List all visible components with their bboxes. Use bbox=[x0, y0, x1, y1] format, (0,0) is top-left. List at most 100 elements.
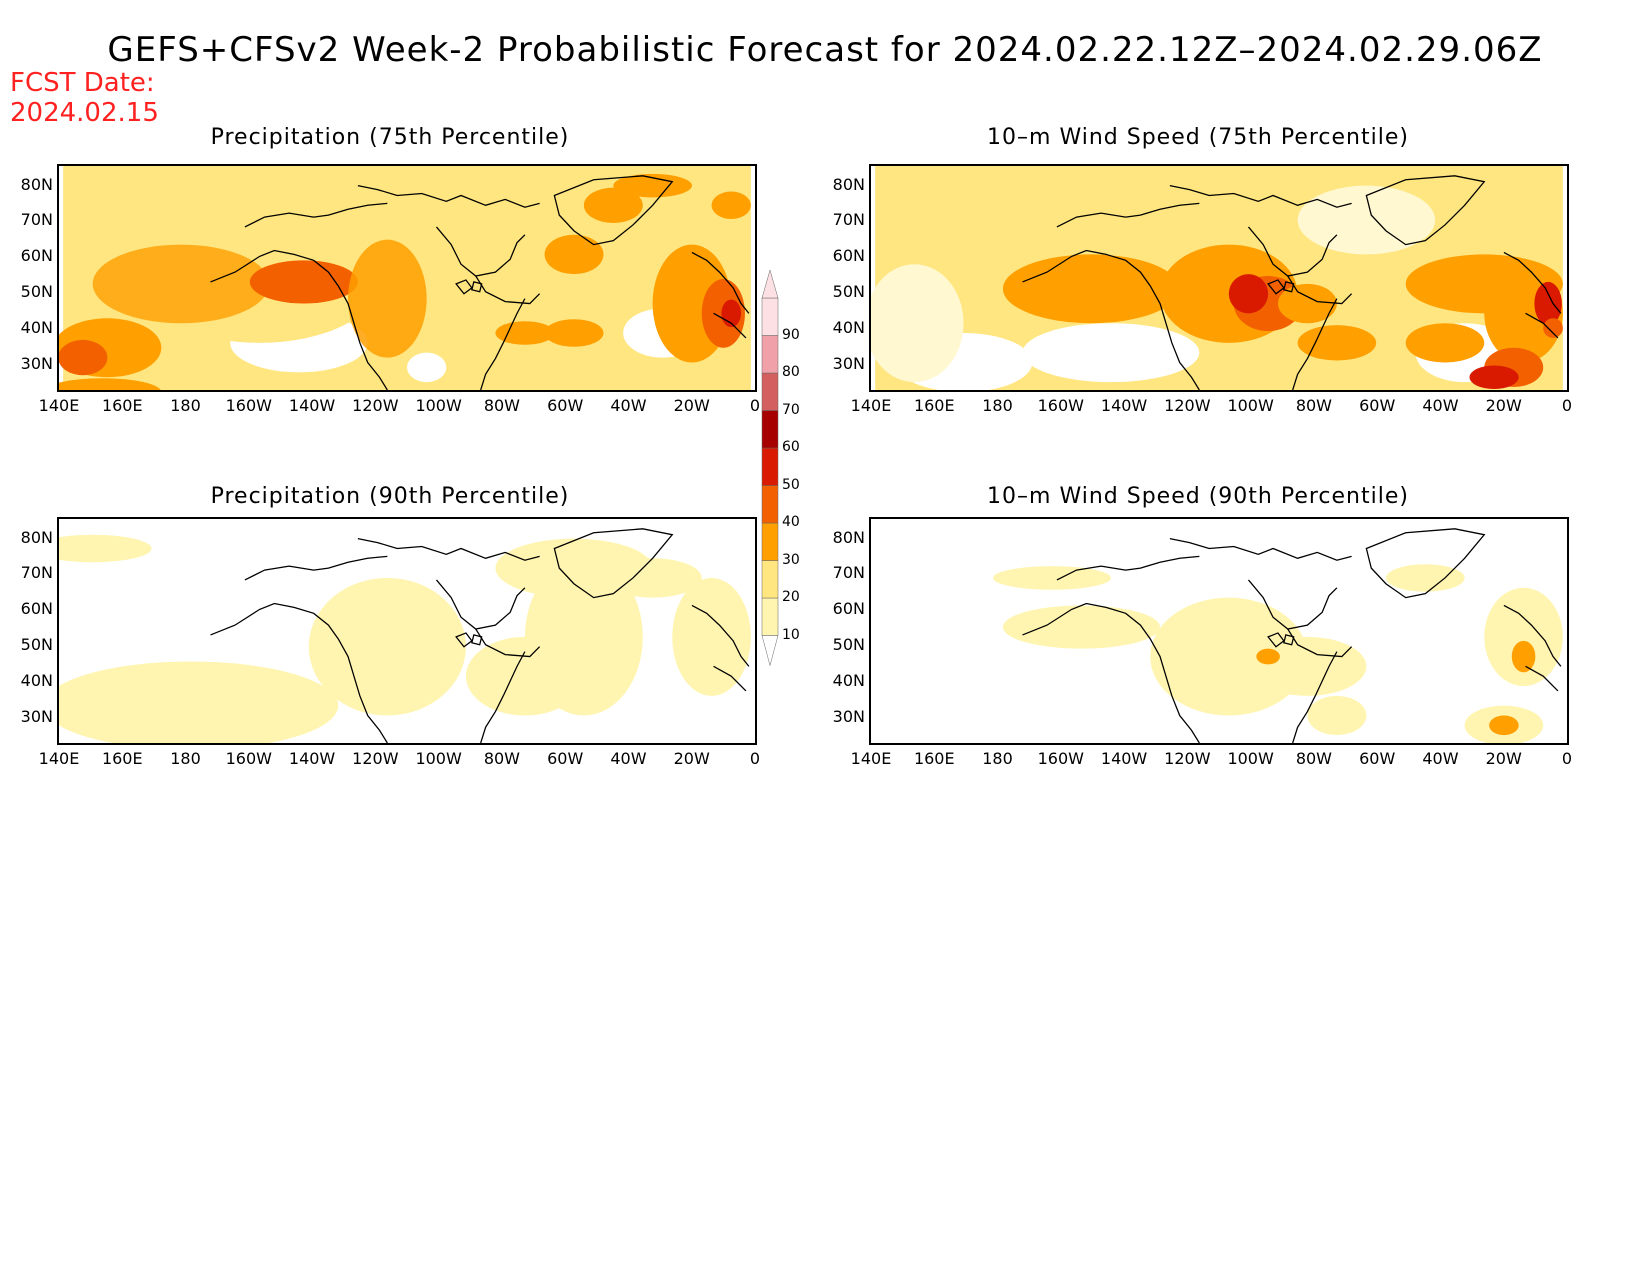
probability-shading bbox=[92, 244, 270, 324]
probability-shading bbox=[1228, 274, 1269, 314]
probability-shading bbox=[1297, 325, 1377, 361]
fcst-date-label: FCST Date: bbox=[10, 68, 155, 98]
colorbar-tick-label: 90 bbox=[782, 326, 800, 343]
colorbar-tick-label: 40 bbox=[782, 514, 800, 530]
probability-shading bbox=[122, 731, 201, 743]
colorbar-segment bbox=[761, 410, 779, 449]
map-wind-90 bbox=[869, 517, 1569, 745]
map-canvas bbox=[59, 166, 751, 390]
lat-tick-label: 30N bbox=[832, 354, 865, 373]
fcst-date-value: 2024.02.15 bbox=[10, 98, 159, 128]
lon-tick-label: 160W bbox=[1037, 396, 1084, 415]
lon-tick-label: 100W bbox=[1227, 749, 1274, 768]
lat-tick-label: 50N bbox=[832, 635, 865, 654]
lon-tick-label: 160E bbox=[913, 749, 955, 768]
lon-tick-label: 120W bbox=[1164, 396, 1211, 415]
lon-tick-label: 20W bbox=[673, 749, 710, 768]
lon-tick-label: 160E bbox=[101, 749, 143, 768]
probability-shading bbox=[407, 352, 447, 383]
lon-tick-label: 120W bbox=[352, 749, 399, 768]
lat-tick-label: 50N bbox=[20, 635, 53, 654]
probability-shading bbox=[711, 191, 751, 220]
colorbar-segment bbox=[761, 335, 779, 374]
lon-tick-label: 40W bbox=[1422, 749, 1459, 768]
colorbar-segment bbox=[761, 447, 779, 486]
lon-tick-label: 140E bbox=[38, 749, 80, 768]
lat-tick-label: 70N bbox=[832, 563, 865, 582]
probability-shading bbox=[672, 577, 751, 696]
lat-tick-label: 50N bbox=[20, 282, 53, 301]
lat-tick-label: 30N bbox=[20, 354, 53, 373]
colorbar-tick-label: 80 bbox=[782, 364, 800, 380]
lat-tick-label: 80N bbox=[832, 528, 865, 547]
colorbar-segment bbox=[761, 485, 779, 524]
probability-shading bbox=[59, 378, 161, 390]
lon-tick-label: 60W bbox=[1359, 396, 1396, 415]
panel-title-wind-75: 10–m Wind Speed (75th Percentile) bbox=[987, 125, 1409, 150]
probability-shading bbox=[1489, 715, 1519, 736]
lon-tick-label: 0 bbox=[749, 749, 761, 768]
lon-tick-label: 140W bbox=[1100, 749, 1148, 768]
probability-shading bbox=[1543, 318, 1563, 338]
colorbar-tick-label: 50 bbox=[782, 476, 800, 493]
lon-tick-label: 0 bbox=[1561, 749, 1573, 768]
lon-tick-label: 180 bbox=[982, 749, 1013, 768]
lon-tick-label: 140E bbox=[850, 749, 892, 768]
colorbar-tick-label: 30 bbox=[782, 551, 800, 568]
lon-tick-label: 160W bbox=[225, 396, 272, 415]
lat-tick-label: 30N bbox=[832, 707, 865, 726]
lon-tick-label: 120W bbox=[352, 396, 399, 415]
lon-tick-label: 100W bbox=[1227, 396, 1274, 415]
lon-tick-label: 120W bbox=[1164, 749, 1211, 768]
lat-tick-label: 40N bbox=[832, 318, 865, 337]
probability-shading bbox=[993, 566, 1111, 590]
probability-shading bbox=[348, 239, 427, 358]
probability-shading bbox=[613, 173, 692, 198]
lat-tick-label: 60N bbox=[20, 246, 53, 265]
coastlines bbox=[210, 528, 750, 743]
probability-shading bbox=[1002, 254, 1180, 324]
lat-tick-label: 80N bbox=[832, 175, 865, 194]
lon-tick-label: 160E bbox=[913, 396, 955, 415]
main-title: GEFS+CFSv2 Week-2 Probabilistic Forecast… bbox=[107, 30, 1543, 70]
probability-shading bbox=[1469, 365, 1519, 390]
colorbar-segment bbox=[761, 372, 779, 411]
colorbar-segment bbox=[761, 597, 779, 636]
colorbar bbox=[761, 270, 779, 667]
colorbar-segment bbox=[761, 522, 779, 561]
lon-tick-label: 60W bbox=[1359, 749, 1396, 768]
lon-tick-label: 160W bbox=[225, 749, 272, 768]
probability-shading bbox=[544, 319, 604, 347]
colorbar-tick-label: 20 bbox=[782, 589, 800, 605]
lon-tick-label: 140E bbox=[850, 396, 892, 415]
colorbar-segment bbox=[761, 297, 779, 336]
probability-shading bbox=[1002, 605, 1161, 649]
probability-shading bbox=[59, 661, 339, 743]
probability-shading bbox=[583, 187, 643, 223]
lat-tick-label: 40N bbox=[832, 671, 865, 690]
probability-shading bbox=[59, 339, 108, 376]
colorbar-tick-label: 60 bbox=[782, 439, 800, 455]
coastlines bbox=[1022, 175, 1562, 390]
lat-tick-label: 70N bbox=[832, 210, 865, 229]
probability-shading bbox=[524, 558, 643, 716]
lon-tick-label: 180 bbox=[170, 749, 201, 768]
lat-tick-label: 30N bbox=[20, 707, 53, 726]
lon-tick-label: 140W bbox=[288, 396, 336, 415]
probability-shading bbox=[1386, 564, 1465, 592]
lon-tick-label: 100W bbox=[415, 396, 462, 415]
probability-shading bbox=[1484, 587, 1563, 687]
lon-tick-label: 60W bbox=[547, 396, 584, 415]
lat-tick-label: 40N bbox=[20, 671, 53, 690]
lon-tick-label: 80W bbox=[1295, 749, 1332, 768]
probability-shading bbox=[308, 577, 466, 716]
panel-title-precip-90: Precipitation (90th Percentile) bbox=[210, 484, 570, 509]
colorbar-tick-label: 70 bbox=[782, 401, 800, 418]
probability-shading bbox=[1297, 185, 1436, 255]
probability-shading bbox=[1307, 695, 1367, 736]
lat-tick-label: 40N bbox=[20, 318, 53, 337]
lon-tick-label: 160E bbox=[101, 396, 143, 415]
lon-tick-label: 140W bbox=[288, 749, 336, 768]
lon-tick-label: 140W bbox=[1100, 396, 1148, 415]
probability-shading bbox=[1534, 281, 1562, 326]
